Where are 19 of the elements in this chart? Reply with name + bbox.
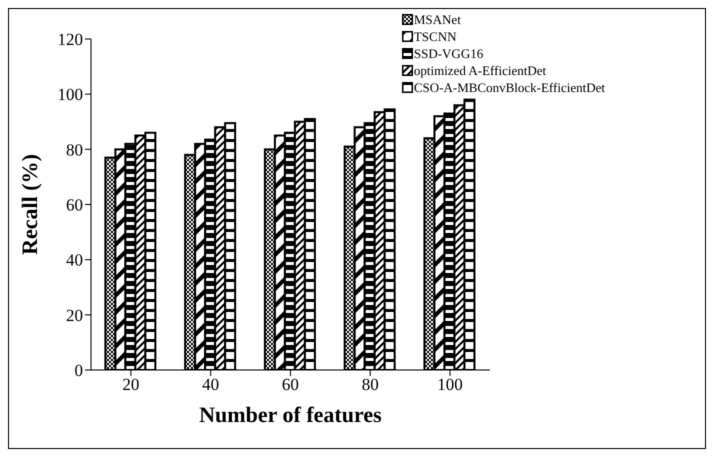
- x-tick-label: 40: [202, 375, 220, 394]
- legend-label: SSD-VGG16: [414, 45, 484, 62]
- legend-label: optimized A-EfficientDet: [414, 62, 546, 79]
- y-axis-title: Recall (%): [16, 154, 42, 255]
- x-axis-title: Number of features: [199, 402, 382, 427]
- legend-label: CSO-A-MBConvBlock-EfficientDet: [414, 79, 605, 96]
- y-tick-label: 40: [66, 250, 83, 270]
- y-tick-label: 100: [58, 85, 83, 104]
- y-tick-label: 20: [66, 306, 83, 325]
- x-tick-label: 100: [437, 375, 463, 394]
- legend-label: TSCNN: [414, 28, 456, 45]
- x-tick-label: 20: [122, 375, 140, 394]
- y-tick-label: 120: [58, 30, 83, 50]
- legend-label: MSANet: [414, 11, 461, 28]
- y-tick-label: 80: [66, 140, 83, 160]
- y-tick-label: 0: [74, 361, 83, 380]
- y-tick-label: 60: [66, 196, 83, 215]
- x-tick-label: 80: [362, 375, 379, 394]
- x-tick-label: 60: [282, 375, 299, 394]
